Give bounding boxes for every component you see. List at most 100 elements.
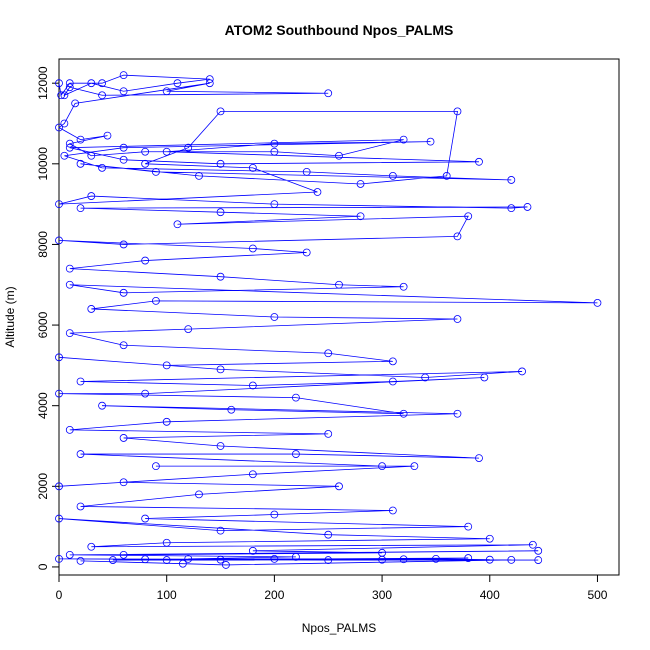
- data-point: [65, 143, 74, 152]
- data-point: [270, 139, 279, 148]
- data-point: [324, 89, 333, 98]
- data-point: [195, 172, 203, 180]
- data-point: [87, 79, 96, 88]
- data-point: [475, 454, 483, 462]
- data-point: [76, 377, 85, 386]
- data-point: [222, 561, 230, 569]
- data-point: [141, 514, 150, 523]
- data-point: [593, 298, 602, 307]
- data-point: [178, 559, 187, 568]
- series-line: [58, 74, 598, 566]
- data-point: [195, 490, 203, 499]
- data-point: [103, 131, 112, 140]
- data-point: [141, 159, 150, 168]
- data-point: [76, 450, 85, 458]
- data-point: [480, 373, 489, 382]
- data-point: [388, 172, 397, 180]
- data-point: [426, 137, 435, 146]
- y-axis-label: Altitude (m): [3, 286, 17, 347]
- y-tick-label: 0: [36, 563, 50, 570]
- series-layer: [55, 71, 602, 569]
- data-point: [453, 107, 462, 116]
- data-point: [475, 157, 483, 166]
- data-point: [399, 409, 408, 418]
- data-point: [152, 296, 160, 305]
- data-point: [528, 540, 537, 549]
- data-point: [108, 556, 117, 564]
- data-point: [464, 554, 473, 562]
- data-point: [119, 288, 128, 297]
- data-point: [453, 409, 462, 418]
- data-point: [356, 180, 365, 188]
- data-point: [324, 556, 333, 564]
- x-tick-label: 100: [157, 588, 177, 602]
- data-point: [227, 405, 236, 414]
- data-point: [388, 357, 397, 366]
- x-axis: 0 100 200 300 400 500: [56, 574, 608, 602]
- data-point: [292, 393, 300, 402]
- data-point: [119, 143, 128, 152]
- data-point: [378, 555, 386, 564]
- data-point: [87, 542, 96, 551]
- data-point: [523, 203, 532, 211]
- data-point: [65, 550, 74, 559]
- data-point: [76, 502, 85, 511]
- x-tick-label: 300: [372, 588, 392, 602]
- data-point: [507, 176, 516, 184]
- data-point: [453, 315, 462, 323]
- data-point: [65, 83, 74, 92]
- data-point: [205, 75, 214, 84]
- data-point: [324, 349, 333, 358]
- data-point: [119, 155, 128, 164]
- data-point: [98, 91, 106, 100]
- data-point: [87, 305, 96, 313]
- data-point: [141, 256, 150, 265]
- x-tick-label: 400: [480, 588, 500, 602]
- data-point: [302, 248, 311, 257]
- data-point: [55, 389, 63, 398]
- data-point: [65, 280, 74, 289]
- data-point: [302, 167, 311, 176]
- data-point: [335, 280, 343, 289]
- x-tick-label: 500: [587, 588, 607, 602]
- data-point: [162, 147, 171, 156]
- data-point: [184, 554, 193, 563]
- data-point: [87, 151, 96, 160]
- data-point: [152, 462, 160, 471]
- data-point: [270, 313, 279, 321]
- data-point: [534, 546, 543, 555]
- data-point: [388, 377, 397, 386]
- plot-frame: [58, 58, 620, 576]
- data-point: [313, 188, 322, 196]
- data-point: [173, 79, 182, 88]
- data-point: [378, 462, 386, 471]
- data-point: [162, 361, 171, 370]
- data-point: [324, 530, 333, 539]
- data-point: [87, 192, 96, 200]
- data-point: [65, 79, 74, 88]
- data-point: [76, 159, 85, 168]
- data-point: [119, 240, 128, 249]
- data-point: [65, 139, 74, 148]
- data-point: [453, 232, 462, 241]
- data-point: [518, 367, 526, 376]
- data-point: [76, 135, 85, 144]
- data-point: [216, 442, 225, 450]
- y-tick-label: 10000: [36, 147, 50, 181]
- data-point: [399, 555, 408, 564]
- data-point: [216, 526, 225, 535]
- data-point: [464, 522, 473, 531]
- data-point: [442, 172, 451, 180]
- data-point: [464, 212, 473, 221]
- data-point: [119, 87, 128, 96]
- data-point: [162, 87, 171, 96]
- data-point: [162, 556, 171, 564]
- data-point: [173, 220, 182, 229]
- y-tick-label: 6000: [36, 311, 50, 338]
- data-point: [507, 204, 516, 213]
- data-point: [184, 143, 193, 152]
- data-point: [71, 99, 80, 108]
- data-point: [270, 200, 279, 209]
